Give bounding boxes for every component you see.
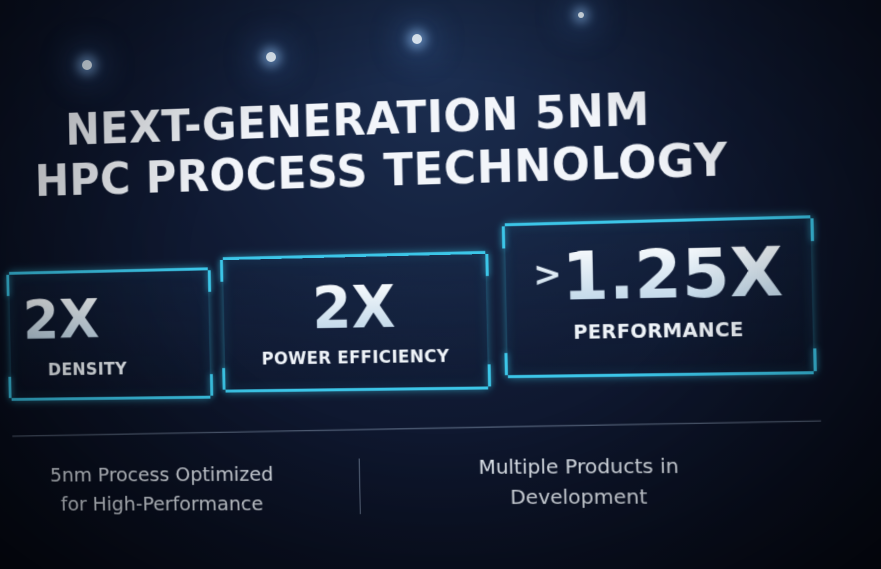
stat-value: >1.25X bbox=[505, 233, 812, 314]
note-line: for High-Performance bbox=[61, 492, 264, 516]
note-process-optimized: 5nm Process Optimized for High-Performan… bbox=[31, 459, 293, 518]
stat-box-power-efficiency: 2X POWER EFFICIENCY bbox=[223, 251, 488, 393]
stat-label: PERFORMANCE bbox=[507, 317, 813, 345]
note-line: 5nm Process Optimized bbox=[50, 462, 274, 486]
horizontal-divider bbox=[12, 420, 821, 436]
slide-title: NEXT-GENERATION 5NM HPC PROCESS TECHNOLO… bbox=[33, 79, 786, 208]
note-line: Development bbox=[510, 484, 648, 509]
stat-value: 2X bbox=[223, 274, 487, 341]
stat-label: DENSITY bbox=[11, 358, 210, 380]
note-multiple-products: Multiple Products in Development bbox=[436, 450, 725, 512]
stat-box-performance: >1.25X PERFORMANCE bbox=[505, 215, 814, 378]
stat-box-density: 2X DENSITY bbox=[9, 267, 210, 401]
slide: NEXT-GENERATION 5NM HPC PROCESS TECHNOLO… bbox=[13, 0, 881, 569]
stat-label: POWER EFFICIENCY bbox=[225, 346, 488, 370]
vertical-divider bbox=[359, 459, 361, 515]
note-line: Multiple Products in bbox=[478, 454, 679, 479]
greater-than-prefix: > bbox=[533, 254, 563, 295]
stat-value: 2X bbox=[9, 288, 209, 350]
stat-number: 1.25X bbox=[561, 232, 784, 315]
